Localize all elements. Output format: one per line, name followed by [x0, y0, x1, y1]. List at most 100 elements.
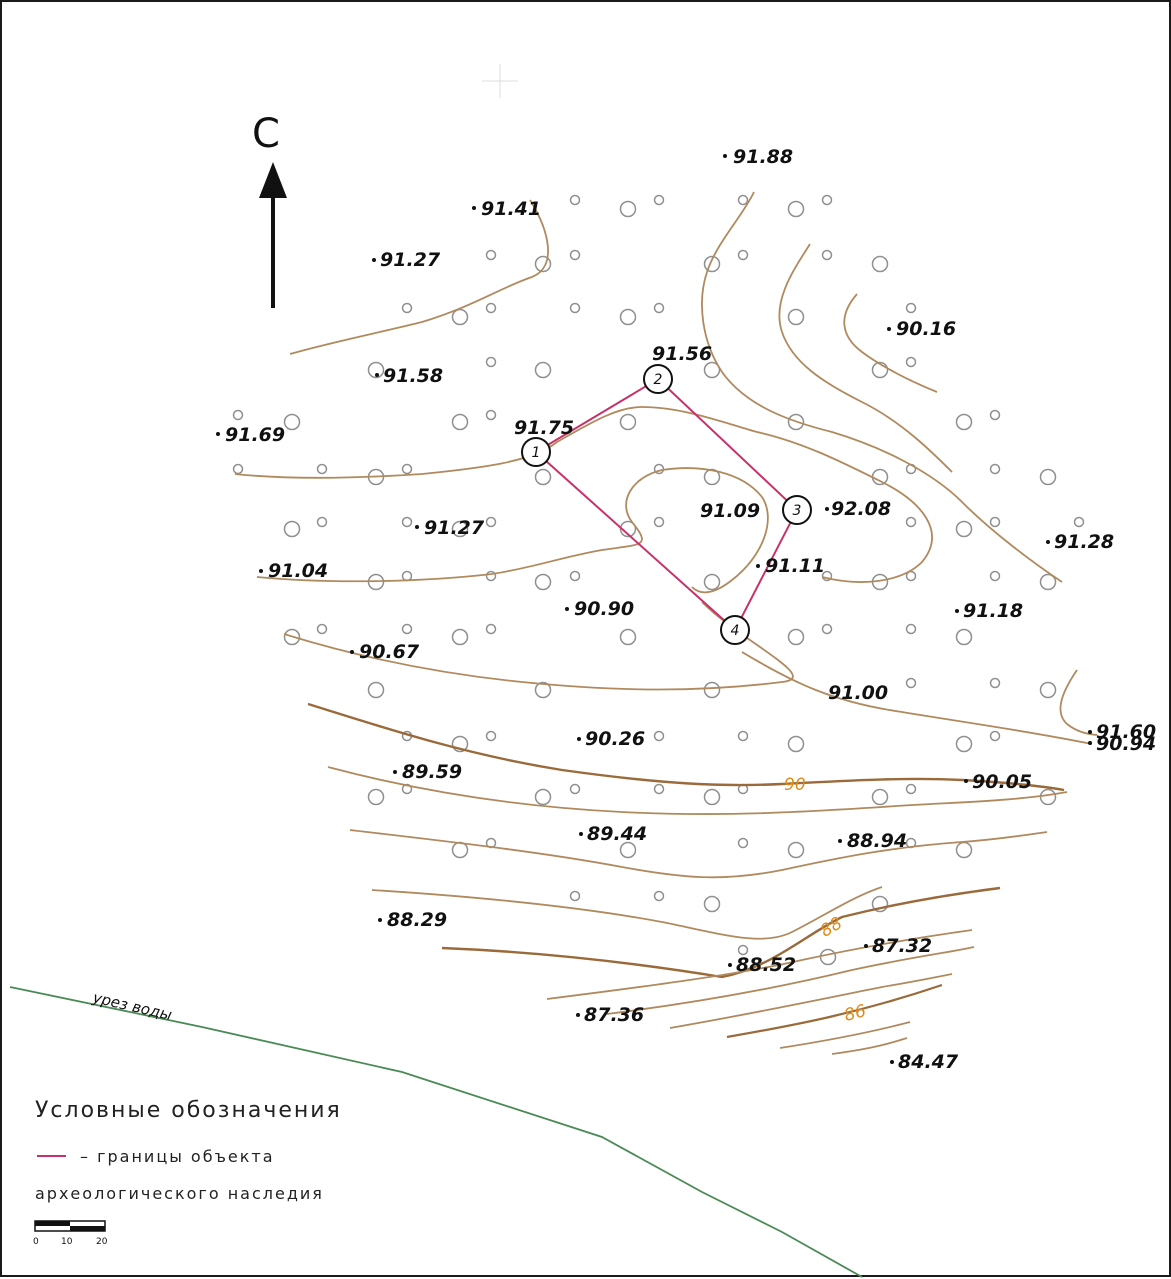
- grid-circle-small: [823, 625, 832, 634]
- grid-circle-small: [487, 358, 496, 367]
- contour-line: [350, 830, 1047, 877]
- svg-text:91.58: 91.58: [383, 365, 443, 387]
- grid-circle-small: [823, 251, 832, 260]
- grid-circle-large: [873, 790, 888, 805]
- contour-line: [290, 200, 548, 354]
- spot-elevation: 91.28: [1046, 531, 1114, 553]
- svg-text:89.44: 89.44: [587, 823, 647, 845]
- grid-circle-large: [1041, 470, 1056, 485]
- grid-circle-large: [621, 415, 636, 430]
- spot-elevation: 90.26: [577, 728, 645, 750]
- spot-elevation: 91.69: [216, 424, 285, 446]
- contour-line: [832, 1038, 907, 1054]
- grid-circle-small: [907, 358, 916, 367]
- legend: Условные обозначения – границы объекта а…: [35, 1098, 342, 1203]
- grid-circle-small: [403, 304, 412, 313]
- svg-text:90.67: 90.67: [359, 641, 420, 663]
- grid-circle-small: [907, 304, 916, 313]
- grid-circle-small: [655, 518, 664, 527]
- grid-circle-small: [318, 625, 327, 634]
- grid-circle-small: [655, 892, 664, 901]
- spot-elevation: 91.88: [723, 146, 793, 168]
- svg-text:91.88: 91.88: [733, 146, 793, 168]
- crosshair-mark: [482, 64, 518, 98]
- spot-elevation: 91.27: [415, 517, 485, 539]
- grid-circle-large: [873, 257, 888, 272]
- north-arrow: С: [252, 111, 287, 308]
- grid-circle-large: [453, 310, 468, 325]
- water-edge-label: урез воды: [90, 988, 174, 1024]
- legend-item-line2: археологического наследия: [35, 1184, 324, 1203]
- grid-circle-small: [1075, 518, 1084, 527]
- water-edge: урез воды: [10, 987, 862, 1277]
- boundary-point-2: 2: [644, 365, 672, 393]
- svg-text:3: 3: [793, 503, 802, 519]
- svg-text:91.41: 91.41: [481, 198, 541, 220]
- grid-circle-small: [991, 572, 1000, 581]
- spot-elevation: 91.04: [259, 560, 328, 582]
- svg-text:4: 4: [731, 623, 740, 639]
- grid-circle-large: [453, 630, 468, 645]
- svg-text:87.32: 87.32: [872, 935, 932, 957]
- grid-circle-small: [991, 465, 1000, 474]
- spot-elevation: 90.67: [350, 641, 420, 663]
- grid-circle-small: [991, 411, 1000, 420]
- survey-grid: [234, 196, 1084, 965]
- grid-circle-small: [487, 732, 496, 741]
- scale-tick-20: 20: [96, 1237, 108, 1247]
- boundary-point-1: 1: [522, 438, 550, 466]
- spot-elevation: 88.29: [378, 909, 447, 931]
- svg-text:90.90: 90.90: [574, 598, 634, 620]
- spot-elevation: 91.58: [375, 365, 443, 387]
- grid-circle-large: [957, 415, 972, 430]
- spot-elevation: 91.41: [472, 198, 541, 220]
- grid-circle-large: [957, 737, 972, 752]
- scale-tick-0: 0: [33, 1237, 39, 1247]
- grid-circle-large: [285, 415, 300, 430]
- spot-elevation: 90.94: [1088, 733, 1156, 755]
- spot-elevation: 91.75: [514, 417, 574, 439]
- grid-circle-small: [403, 518, 412, 527]
- contour-line: [844, 294, 937, 392]
- spot-elevation: 92.08: [825, 498, 891, 520]
- svg-text:90.16: 90.16: [896, 318, 956, 340]
- spot-elevation: 87.36: [576, 1004, 644, 1026]
- grid-circle-small: [487, 251, 496, 260]
- grid-circle-small: [907, 625, 916, 634]
- grid-circle-large: [1041, 790, 1056, 805]
- grid-circle-small: [907, 518, 916, 527]
- spot-elevation: 84.47: [890, 1051, 959, 1073]
- grid-circle-large: [621, 310, 636, 325]
- grid-circle-large: [285, 522, 300, 537]
- grid-circle-small: [655, 304, 664, 313]
- grid-circle-small: [234, 411, 243, 420]
- contour-line: [779, 244, 952, 472]
- spot-elevation: 91.09: [700, 500, 760, 522]
- contour-lines: [235, 192, 1097, 1054]
- grid-circle-small: [571, 785, 580, 794]
- contour-line: [742, 652, 1092, 744]
- grid-circle-large: [957, 843, 972, 858]
- grid-circle-small: [655, 196, 664, 205]
- contour-line: [780, 1022, 910, 1048]
- svg-text:90.94: 90.94: [1096, 733, 1156, 755]
- grid-circle-large: [705, 683, 720, 698]
- grid-circle-small: [487, 625, 496, 634]
- grid-circle-small: [991, 679, 1000, 688]
- contour-line: [702, 192, 1062, 582]
- svg-text:90.05: 90.05: [972, 771, 1032, 793]
- grid-circle-small: [991, 732, 1000, 741]
- grid-circle-large: [789, 630, 804, 645]
- svg-text:91.75: 91.75: [514, 417, 574, 439]
- grid-circle-small: [234, 465, 243, 474]
- grid-circle-large: [621, 630, 636, 645]
- grid-circle-small: [907, 785, 916, 794]
- svg-text:90.26: 90.26: [585, 728, 645, 750]
- grid-circle-large: [705, 790, 720, 805]
- svg-text:88.29: 88.29: [387, 909, 447, 931]
- grid-circle-large: [957, 522, 972, 537]
- svg-text:91.28: 91.28: [1054, 531, 1114, 553]
- svg-text:91.56: 91.56: [652, 343, 712, 365]
